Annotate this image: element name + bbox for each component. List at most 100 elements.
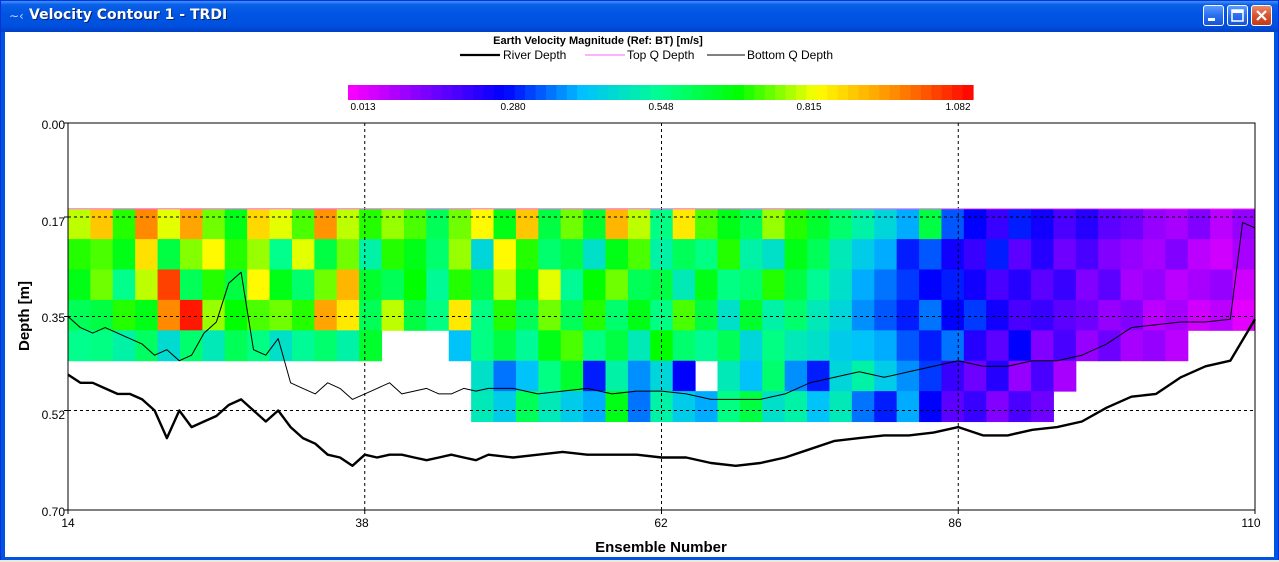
velocity-cell xyxy=(874,239,898,271)
window-border-right xyxy=(1274,32,1278,557)
colorbar-segment xyxy=(900,85,912,100)
minimize-button[interactable] xyxy=(1203,5,1224,26)
legend-label-top-q-depth: Top Q Depth xyxy=(627,48,694,62)
velocity-cell xyxy=(179,299,203,331)
velocity-cell xyxy=(1075,299,1099,331)
velocity-cell xyxy=(695,330,718,362)
velocity-cell xyxy=(672,299,696,331)
colorbar-segment xyxy=(764,85,776,100)
velocity-cell xyxy=(224,208,248,240)
colorbar-segment xyxy=(452,85,464,100)
velocity-cell xyxy=(448,269,472,301)
velocity-cell xyxy=(829,208,853,240)
velocity-cell xyxy=(560,208,584,240)
velocity-cell xyxy=(68,269,91,301)
colorbar-segment xyxy=(629,85,641,100)
velocity-cell xyxy=(493,299,517,331)
velocity-cell xyxy=(986,330,1010,362)
velocity-cell xyxy=(359,208,383,240)
velocity-cell xyxy=(1008,360,1032,392)
velocity-cell xyxy=(941,239,965,271)
velocity-cell xyxy=(1008,299,1032,331)
velocity-cell xyxy=(1008,391,1032,423)
velocity-cell xyxy=(68,299,91,331)
velocity-cell xyxy=(1053,269,1077,301)
colorbar-segment xyxy=(962,85,974,100)
velocity-cell xyxy=(1165,208,1189,240)
colorbar-segment xyxy=(473,85,485,100)
velocity-contour-chart: Earth Velocity Magnitude (Ref: BT) [m/s]… xyxy=(16,35,1261,556)
velocity-cell xyxy=(829,391,853,423)
velocity-cell xyxy=(583,360,607,392)
velocity-cell xyxy=(807,299,830,331)
velocity-cell xyxy=(695,269,718,301)
velocity-cell xyxy=(1098,208,1122,240)
velocity-cell xyxy=(515,208,539,240)
velocity-cell xyxy=(314,269,338,301)
velocity-cell xyxy=(739,239,763,271)
y-tick-3: 0.52 xyxy=(42,408,66,422)
x-tick-1: 38 xyxy=(355,516,369,530)
colorbar-segment xyxy=(389,85,401,100)
colorbar-segment xyxy=(358,85,370,100)
velocity-cell xyxy=(314,330,338,362)
window-border-bottom xyxy=(1,557,1278,560)
colorbar-segment xyxy=(598,85,610,100)
velocity-cell xyxy=(784,239,808,271)
velocity-cell xyxy=(314,239,338,271)
colorbar-segment xyxy=(462,85,474,100)
velocity-cell xyxy=(784,269,808,301)
velocity-cell xyxy=(919,208,942,240)
velocity-cell xyxy=(1165,330,1189,362)
velocity-cell xyxy=(403,269,427,301)
velocity-cell xyxy=(336,208,360,240)
velocity-cell xyxy=(762,330,786,362)
velocity-cell xyxy=(874,360,898,392)
colorbar-segment xyxy=(723,85,735,100)
velocity-cell xyxy=(112,330,136,362)
velocity-cell xyxy=(1031,360,1054,392)
velocity-cell xyxy=(807,330,830,362)
velocity-cell xyxy=(807,208,830,240)
colorbar-segment xyxy=(431,85,443,100)
velocity-cell xyxy=(314,299,338,331)
close-button[interactable] xyxy=(1251,5,1272,26)
title-bar[interactable]: ∼‹ Velocity Contour 1 - TRDI xyxy=(1,1,1278,32)
velocity-cell xyxy=(1165,239,1189,271)
velocity-cell xyxy=(851,269,875,301)
y-tick-1: 0.17 xyxy=(42,215,66,229)
velocity-cell xyxy=(1075,208,1099,240)
velocity-cell xyxy=(717,360,741,392)
velocity-cell xyxy=(359,299,383,331)
velocity-cell xyxy=(538,330,562,362)
velocity-cell xyxy=(426,299,450,331)
velocity-cell xyxy=(874,269,898,301)
velocity-cell xyxy=(157,208,181,240)
velocity-cell xyxy=(919,391,942,423)
colorbar-segment xyxy=(483,85,495,100)
velocity-cell xyxy=(739,391,763,423)
velocity-cell xyxy=(291,299,315,331)
colorbar-segment xyxy=(545,85,557,100)
velocity-cell xyxy=(896,239,920,271)
colorbar-segment xyxy=(931,85,943,100)
maximize-button[interactable] xyxy=(1227,5,1248,26)
velocity-cell xyxy=(672,330,696,362)
velocity-cell xyxy=(157,330,181,362)
velocity-cell xyxy=(627,299,651,331)
velocity-cell xyxy=(314,208,338,240)
velocity-cell xyxy=(1187,269,1211,301)
velocity-cell xyxy=(605,239,629,271)
velocity-cell xyxy=(1031,299,1054,331)
velocity-cell xyxy=(1075,239,1099,271)
velocity-cell xyxy=(695,299,718,331)
velocity-cell xyxy=(874,330,898,362)
velocity-cell xyxy=(1187,299,1211,331)
velocity-cell xyxy=(627,269,651,301)
colorbar-segment xyxy=(368,85,380,100)
velocity-cell xyxy=(157,299,181,331)
velocity-cell xyxy=(269,269,293,301)
velocity-cell xyxy=(538,239,562,271)
velocity-cell xyxy=(202,239,226,271)
velocity-cell xyxy=(896,391,920,423)
